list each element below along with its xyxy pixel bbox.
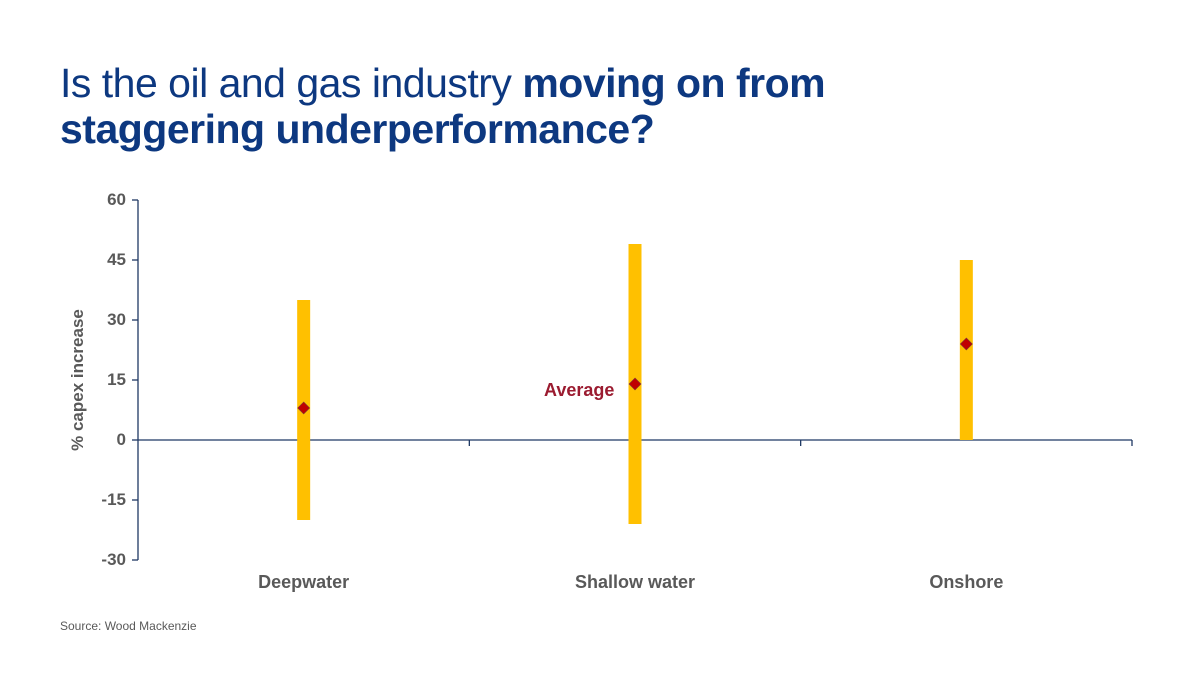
x-category-label: Onshore	[929, 572, 1004, 592]
y-tick-label: 45	[107, 250, 126, 269]
average-diamond-marker	[297, 401, 311, 415]
average-annotation: Average	[544, 380, 615, 400]
y-tick-label: -30	[101, 550, 126, 569]
source-note: Source: Wood Mackenzie	[60, 619, 197, 633]
page-title: Is the oil and gas industry moving on fr…	[60, 60, 826, 152]
average-diamond-marker	[628, 377, 642, 391]
title-light: Is the oil and gas industry	[60, 60, 523, 106]
y-tick-label: 60	[107, 190, 126, 209]
y-tick-label: 0	[116, 430, 126, 449]
y-tick-label: 30	[107, 310, 126, 329]
x-category-label: Deepwater	[258, 572, 350, 592]
x-category-label: Shallow water	[574, 572, 696, 592]
y-tick-label: -15	[101, 490, 126, 509]
y-tick-label: 15	[107, 370, 126, 389]
average-diamond-marker	[959, 337, 973, 351]
title-bold-1: moving on from	[522, 60, 826, 106]
title-bold-2: staggering underperformance?	[60, 106, 655, 152]
